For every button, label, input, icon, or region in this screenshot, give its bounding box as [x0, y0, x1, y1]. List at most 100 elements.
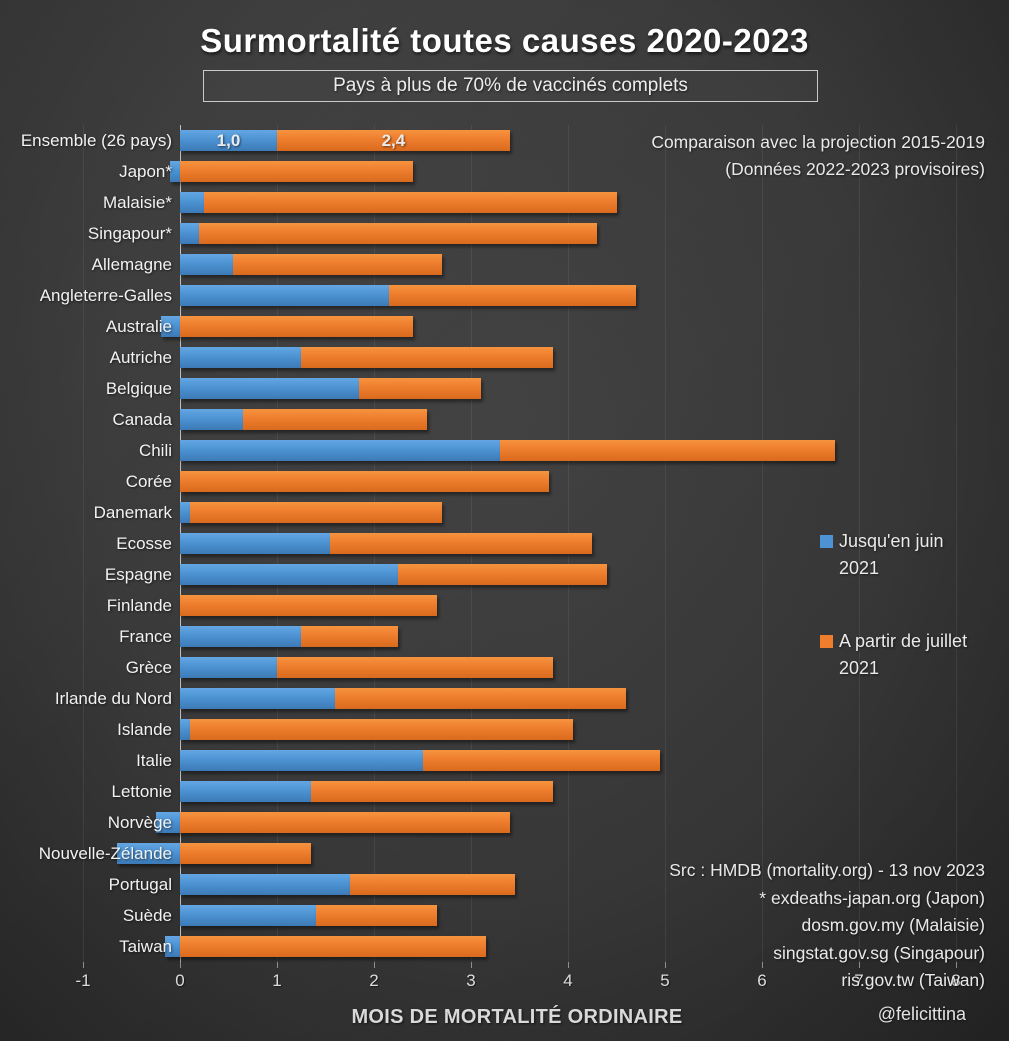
- bar-segment-from-july-2021: [359, 378, 481, 399]
- chart-subtitle: Pays à plus de 70% de vaccinés complets: [333, 75, 688, 96]
- axis-tickmark: [956, 962, 957, 968]
- category-label: Corée: [125, 472, 172, 491]
- category-label: Grèce: [125, 658, 172, 677]
- gridline: [859, 125, 860, 962]
- bar-segment-until-june-2021: [165, 936, 180, 957]
- x-tick-label: 2: [369, 971, 379, 990]
- bar-segment-from-july-2021: [180, 161, 413, 182]
- x-tick-label: 7: [854, 971, 864, 990]
- bar-segment-from-july-2021: [277, 657, 554, 678]
- x-tick-label: 1: [272, 971, 282, 990]
- bar-segment-until-june-2021: [180, 285, 389, 306]
- category-label: France: [119, 627, 172, 646]
- bar-segment-until-june-2021: [180, 626, 302, 647]
- legend-marker-orange-icon: [820, 635, 833, 648]
- bar-segment-from-july-2021: [243, 409, 428, 430]
- category-label: Lettonie: [111, 782, 173, 801]
- annotation-line-1: Comparaison avec la projection 2015-2019: [651, 132, 985, 152]
- category-label: Espagne: [104, 565, 172, 584]
- source-line: ris.gov.tw (Taiwan): [841, 970, 985, 990]
- bar-segment-until-june-2021: [180, 719, 190, 740]
- bar-segment-from-july-2021: [330, 533, 593, 554]
- chart-subtitle-box: Pays à plus de 70% de vaccinés complets: [203, 70, 818, 102]
- legend-marker-blue-icon: [820, 535, 833, 548]
- category-label: Danemark: [93, 503, 172, 522]
- bar-segment-from-july-2021: [315, 905, 438, 926]
- bar-segment-until-june-2021: [155, 812, 180, 833]
- category-label: Italie: [136, 751, 172, 770]
- bar-segment-until-june-2021: [160, 316, 180, 337]
- bar-segment-until-june-2021: [180, 378, 360, 399]
- author-handle: @felicittina: [877, 1004, 966, 1024]
- category-label: Irlande du Nord: [54, 689, 172, 708]
- category-label: Singapour*: [87, 224, 172, 243]
- bar-segment-from-july-2021: [310, 781, 554, 802]
- bar-segment-until-june-2021: [180, 409, 244, 430]
- axis-tickmark: [471, 962, 472, 968]
- axis-tickmark: [277, 962, 278, 968]
- bar-data-label: 2,4: [381, 131, 406, 150]
- source-line: singstat.gov.sg (Singapour): [773, 942, 985, 963]
- x-tick-label: 5: [660, 971, 670, 990]
- legend-item-until-june-2021: Jusqu'en juin 2021: [820, 528, 980, 582]
- bar-segment-until-june-2021: [180, 688, 336, 709]
- bar-segment-from-july-2021: [189, 502, 442, 523]
- bar-segment-from-july-2021: [388, 285, 636, 306]
- category-label: Ensemble (26 pays): [20, 131, 172, 150]
- annotation-line-2: (Données 2022-2023 provisoires): [725, 159, 985, 179]
- axis-tickmark: [665, 962, 666, 968]
- bar-segment-from-july-2021: [349, 874, 515, 895]
- bar-segment-from-july-2021: [180, 812, 510, 833]
- legend-item-from-july-2021: A partir de juillet 2021: [820, 628, 980, 682]
- sources-block: Src : HMDB (mortality.org) - 13 nov 2023…: [669, 857, 985, 995]
- bar-segment-until-june-2021: [180, 905, 316, 926]
- bar-segment-until-june-2021: [180, 533, 331, 554]
- category-label: Nouvelle-Zélande: [38, 844, 172, 863]
- legend-label: Jusqu'en juin 2021: [839, 531, 944, 578]
- x-tick-label: 8: [951, 971, 961, 990]
- gridline: [956, 125, 957, 962]
- gridline: [665, 125, 666, 962]
- bar-data-label: 1,0: [216, 131, 241, 150]
- bar-segment-from-july-2021: [199, 223, 598, 244]
- x-tick-label: 4: [563, 971, 573, 990]
- category-label: Ecosse: [116, 534, 172, 553]
- bar-segment-from-july-2021: [189, 719, 573, 740]
- bar-segment-until-june-2021: [116, 843, 180, 864]
- bar-segment-from-july-2021: [301, 347, 554, 368]
- x-axis-title: MOIS DE MORTALITÉ ORDINAIRE: [351, 1006, 683, 1028]
- category-label: Allemagne: [91, 255, 172, 274]
- bar-segment-until-june-2021: [180, 130, 277, 151]
- axis-tickmark: [374, 962, 375, 968]
- bar-segment-until-june-2021: [180, 347, 302, 368]
- axis-tickmark: [568, 962, 569, 968]
- axis-tickmark: [762, 962, 763, 968]
- bar-segment-from-july-2021: [180, 595, 438, 616]
- category-label: Finlande: [106, 596, 172, 615]
- chart-title: Surmortalité toutes causes 2020-2023: [200, 22, 809, 59]
- gridline: [83, 125, 84, 962]
- source-line: * exdeaths-japan.org (Japon): [759, 887, 985, 908]
- category-label: Canada: [112, 410, 172, 429]
- source-line: dosm.gov.my (Malaisie): [801, 915, 985, 935]
- bar-segment-until-june-2021: [180, 440, 501, 461]
- bar-segment-from-july-2021: [301, 626, 399, 647]
- category-label: Norvège: [107, 813, 172, 832]
- bar-segment-from-july-2021: [335, 688, 627, 709]
- category-label: Japon*: [119, 162, 172, 181]
- bar-segment-from-july-2021: [204, 192, 617, 213]
- bar-segment-until-june-2021: [180, 192, 205, 213]
- category-label: Autriche: [109, 348, 172, 367]
- bar-segment-until-june-2021: [170, 161, 180, 182]
- bar-segment-until-june-2021: [180, 502, 190, 523]
- x-tick-label: 3: [466, 971, 476, 990]
- annotation-comparison: Comparaison avec la projection 2015-2019…: [651, 129, 985, 183]
- category-label: Suède: [122, 906, 172, 925]
- source-line: Src : HMDB (mortality.org) - 13 nov 2023: [669, 860, 985, 880]
- bar-segment-until-june-2021: [180, 657, 277, 678]
- bar-segment-until-june-2021: [180, 750, 423, 771]
- bar-segment-from-july-2021: [180, 316, 413, 337]
- bar-segment-until-june-2021: [180, 564, 399, 585]
- bar-segment-from-july-2021: [500, 440, 835, 461]
